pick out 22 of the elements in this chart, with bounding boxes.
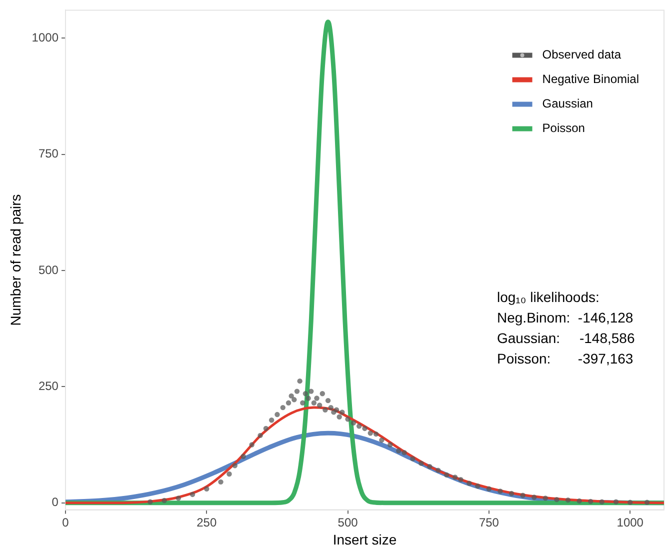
- x-axis-title: Insert size: [332, 531, 397, 548]
- annotation: log₁₀ likelihoods:: [497, 288, 600, 305]
- line-series: [65, 20, 664, 506]
- annotation: Neg.Binom: -146,128: [497, 309, 634, 326]
- y-tick-label: 750: [38, 146, 59, 161]
- annotation: Poisson: -397,163: [497, 350, 634, 366]
- line-series: [65, 406, 664, 504]
- legend-label: Observed data: [542, 48, 622, 62]
- annotation: Gaussian: -148,586: [497, 330, 635, 346]
- y-axis-title: Number of read pairs: [7, 194, 24, 326]
- y-tick-label: 250: [38, 378, 59, 393]
- x-tick-label: 250: [196, 515, 217, 530]
- x-tick-label: 1000: [616, 515, 644, 530]
- x-tick-label: 750: [478, 515, 500, 530]
- x-tick-label: 0: [62, 515, 70, 530]
- legend-label: Poisson: [542, 121, 585, 136]
- y-tick-label: 1000: [32, 30, 59, 44]
- legend-label: Gaussian: [542, 96, 593, 111]
- y-tick-label: 500: [38, 262, 59, 277]
- x-tick-label: 500: [338, 515, 358, 530]
- legend-label: Negative Binomial: [542, 72, 640, 86]
- y-tick-label: 0: [52, 495, 59, 510]
